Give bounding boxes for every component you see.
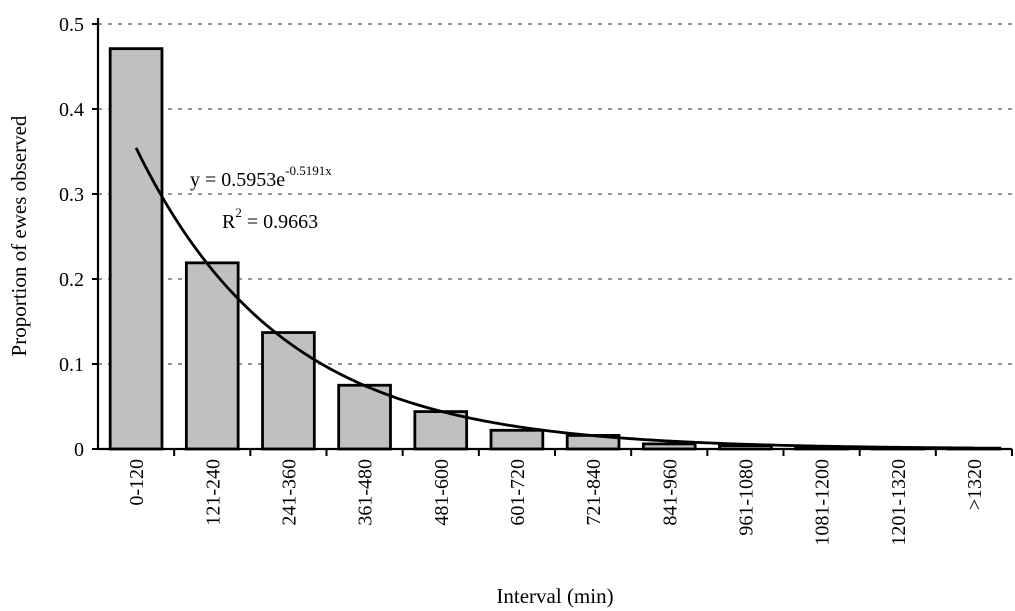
- trendline-equation-base: y = 0.5953e: [190, 169, 285, 191]
- x-tick-label: 481-600: [431, 459, 453, 526]
- bars: [108, 47, 1002, 451]
- x-tick-label: 121-240: [202, 459, 224, 526]
- y-tick-labels: 0 0.1 0.2 0.3 0.4 0.5: [59, 14, 84, 461]
- y-axis-label: Proportion of ewes observed: [7, 115, 31, 356]
- x-tick-label: 841-960: [659, 459, 681, 526]
- y-tick-label: 0.5: [59, 14, 84, 36]
- x-tick-label: 361-480: [355, 459, 377, 526]
- r-squared-value: = 0.9663: [242, 211, 318, 233]
- y-tick-label: 0.1: [59, 354, 84, 376]
- y-tick-label: 0: [74, 439, 84, 461]
- r-squared-superscript: 2: [235, 205, 242, 220]
- x-tick-label: 721-840: [583, 459, 605, 526]
- x-tick-label: 1081-1200: [812, 459, 834, 546]
- y-tick-label: 0.2: [59, 269, 84, 291]
- r-squared-symbol: R: [222, 211, 236, 233]
- bar: [489, 428, 545, 451]
- trendline-equation: y = 0.5953e-0.5191x: [190, 163, 332, 191]
- x-tick-label: 0-120: [126, 459, 148, 506]
- y-tick-label: 0.3: [59, 184, 84, 206]
- x-tick-label: 241-360: [278, 459, 300, 526]
- r-squared-label: R2 = 0.9663: [222, 205, 318, 233]
- bar: [261, 331, 316, 451]
- trendline: [134, 147, 974, 450]
- x-tick-label: >1320: [964, 459, 986, 510]
- gridlines: [98, 23, 1012, 365]
- bar: [413, 410, 469, 451]
- x-tick-label: 961-1080: [735, 459, 757, 536]
- x-tick-label: 601-720: [507, 459, 529, 526]
- axes: [92, 18, 1013, 456]
- bar: [108, 47, 164, 451]
- trendline-equation-exponent: -0.5191x: [285, 163, 332, 178]
- x-tick-label: 1201-1320: [888, 459, 910, 546]
- x-tick-labels: 0-120 121-240 241-360 361-480 481-600 601-720…: [126, 459, 986, 546]
- bar: [337, 383, 392, 451]
- bar: [184, 261, 240, 451]
- y-tick-label: 0.4: [59, 99, 84, 121]
- x-axis-label: Interval (min): [496, 584, 613, 608]
